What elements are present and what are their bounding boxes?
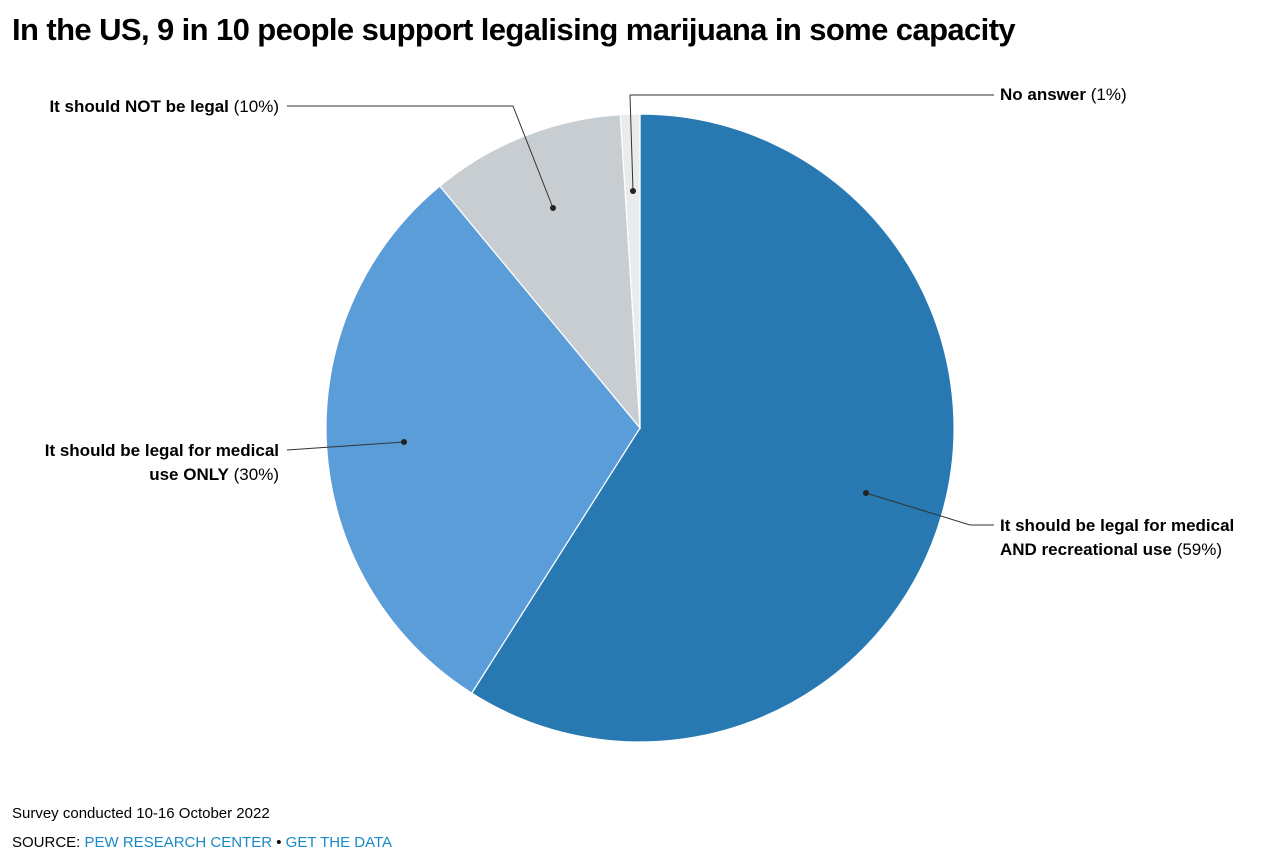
chart-title: In the US, 9 in 10 people support legali… — [12, 12, 1016, 47]
source-separator: • — [276, 834, 282, 851]
leader-legal-medical-recreational-dot — [863, 490, 869, 496]
source-prefix: SOURCE: — [12, 834, 81, 851]
leader-not-legal-dot — [550, 205, 556, 211]
leader-no-answer — [629, 94, 994, 192]
leader-no-answer-dot — [630, 188, 636, 194]
leader-legal-medical-recreational — [865, 492, 994, 526]
label-legal-medical-only: It should be legal for medical use ONLY … — [44, 441, 279, 484]
label-legal-medical-recreational: It should be legal for medical AND recre… — [1000, 516, 1235, 559]
leader-not-legal — [287, 105, 554, 209]
get-the-data-link[interactable]: GET THE DATA — [285, 834, 393, 851]
survey-note: Survey conducted 10-16 October 2022 — [12, 805, 270, 822]
label-no-answer: No answer (1%) — [1000, 85, 1127, 104]
source-link[interactable]: PEW RESEARCH CENTER — [84, 834, 273, 851]
leader-legal-medical-only-dot — [401, 439, 407, 445]
leader-legal-medical-only — [286, 441, 405, 451]
source-line: SOURCE: PEW RESEARCH CENTER • GET THE DA… — [12, 834, 392, 851]
label-not-legal: It should NOT be legal (10%) — [49, 97, 279, 116]
slice-legal-medical-recreational — [470, 113, 955, 743]
